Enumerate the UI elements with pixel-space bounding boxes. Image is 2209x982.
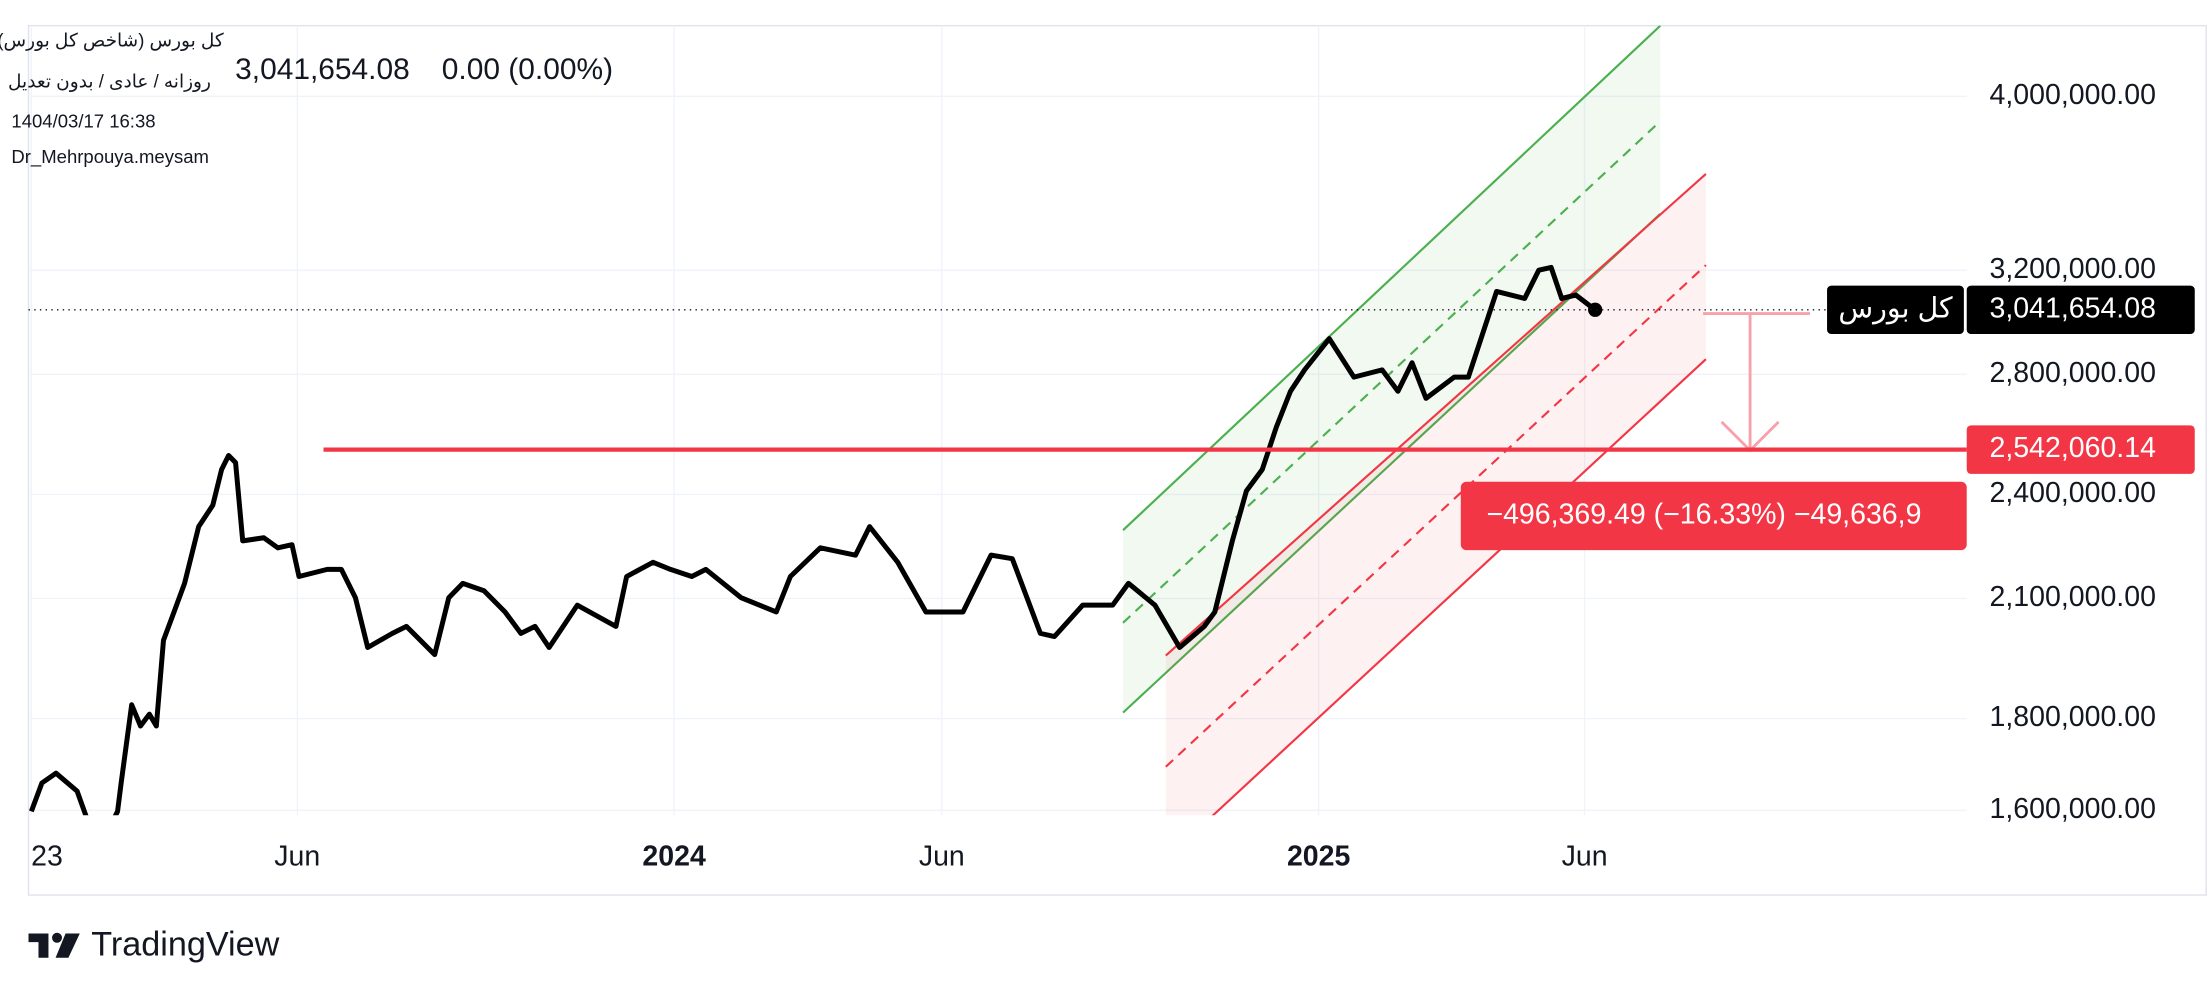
channel-mid: [1122, 120, 1662, 624]
price-tag-label: 2,542,060.14: [1990, 432, 2157, 464]
frame: [27, 24, 2207, 896]
name-tag-label: کل بورس: [1838, 292, 1953, 324]
channel-fill: [1123, 25, 1661, 713]
last-point: [1588, 302, 1603, 317]
channel-line: [1165, 173, 1707, 657]
y-tick-label: 3,200,000.00: [1990, 253, 2156, 285]
y-tick-label: 2,400,000.00: [1990, 477, 2156, 509]
brand: TradingView: [91, 925, 279, 963]
price-tag: [1966, 285, 2195, 335]
channel-fill: [1165, 173, 1706, 816]
price-tag: [1966, 425, 2195, 474]
grid: [28, 25, 1967, 816]
y-tick-label: 2,100,000.00: [1990, 581, 2156, 613]
overlay: 1,600,000.00 1,800,000.00 2,100,000.00 2,40…: [28, 79, 2195, 873]
x-tick-label: Jun: [274, 841, 320, 873]
y-tick-label: 1,600,000.00: [1990, 793, 2156, 825]
channel-line: [1211, 358, 1707, 816]
name-tag: [1827, 285, 1964, 335]
author: Dr_Mehrpouya.meysam: [11, 146, 209, 168]
measure-label: −496,369.49 (−16.33%) −49,636,9: [1486, 498, 1921, 530]
logo: [28, 932, 80, 958]
price-line: [29, 264, 1597, 816]
price-tag-label: 3,041,654.08: [1990, 292, 2156, 324]
drawings: [1122, 25, 1707, 816]
measure-arrow: [1703, 312, 1810, 453]
x-tick-label: 2025: [1287, 841, 1351, 873]
y-tick-label: 1,800,000.00: [1990, 701, 2156, 733]
x-tick-label: Jun: [919, 841, 965, 873]
series-layer: [29, 264, 1603, 816]
change: 0.00 (0.00%): [442, 53, 613, 86]
x-tick-label: 2024: [642, 841, 706, 873]
price: 3,041,654.08: [235, 53, 410, 86]
channel-line: [1122, 25, 1662, 531]
x-tick-label: 23: [31, 841, 63, 873]
y-tick-label: 2,800,000.00: [1990, 357, 2156, 389]
symbol: کل بورس (شاخص کل بورس): [0, 29, 224, 51]
y-tick-label: 4,000,000.00: [1990, 79, 2156, 111]
interval: روزانه / عادی / بدون تعدیل: [8, 71, 211, 93]
x-tick-label: Jun: [1562, 841, 1608, 873]
channel-mid: [1165, 264, 1707, 768]
measure-box: [1460, 481, 1967, 551]
datetime: 1404/03/17 16:38: [11, 110, 155, 131]
